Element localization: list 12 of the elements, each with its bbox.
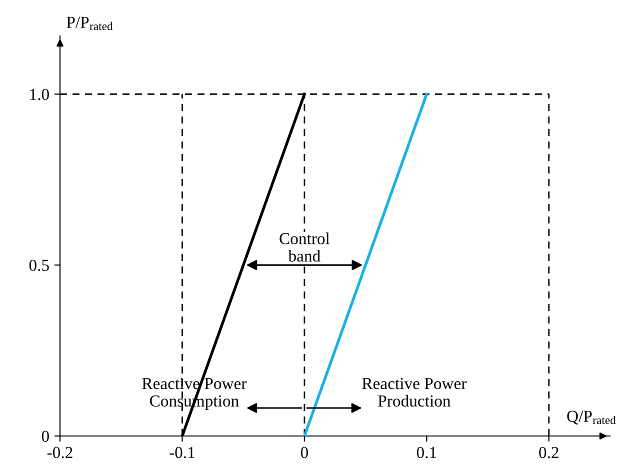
x-tick-label: -0.1 [170, 446, 194, 458]
x-tick-label: 0.1 [416, 446, 436, 458]
x-tick-label: 0.2 [539, 446, 558, 458]
x-tick-label: 0 [300, 446, 308, 458]
y-tick-label: 0.5 [29, 260, 49, 272]
annotation: Reactive Power Production [362, 378, 467, 407]
y-axis-title: P/P$_{rated}$ [66, 16, 113, 30]
y-tick-label: 0 [42, 430, 49, 442]
x-tick-label: -0.2 [47, 446, 72, 458]
y-tick-label: 1.0 [30, 88, 49, 100]
annotation: Control band [280, 232, 330, 262]
x-axis-title: Q/P$_{rated}$ [567, 410, 616, 424]
